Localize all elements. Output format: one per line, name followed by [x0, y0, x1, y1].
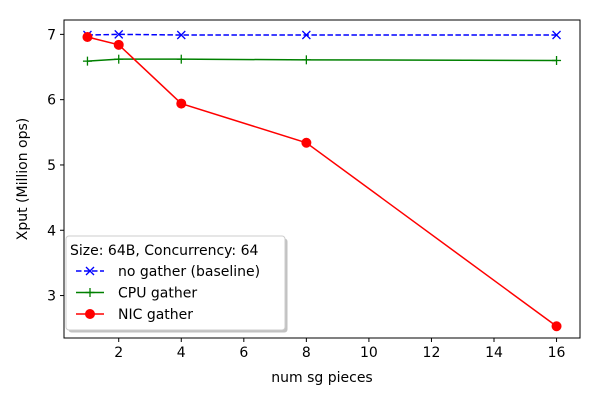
legend: Size: 64B, Concurrency: 64 no gather (bas…: [65, 235, 288, 333]
legend-marker: [85, 266, 95, 276]
data-point: [301, 55, 311, 65]
legend-label: NIC gather: [118, 307, 193, 323]
x-tick-label: 14: [485, 345, 503, 361]
x-tick-label: 2: [114, 345, 123, 361]
series-line: [87, 33, 557, 36]
x-tick-label: 10: [360, 345, 378, 361]
y-tick-label: 4: [47, 223, 56, 239]
x-tick-label: 8: [302, 345, 311, 361]
x-tick-label: 4: [177, 345, 186, 361]
x-tick-label: 16: [548, 345, 566, 361]
series-layer: [82, 29, 562, 332]
x-tick-label: 12: [423, 345, 441, 361]
legend-title: Size: 64B, Concurrency: 64: [70, 243, 258, 259]
x-axis-ticks: 2 4 6 8 10 12 14 16: [114, 338, 566, 361]
y-axis-ticks: 3 4 5 6 7: [47, 27, 64, 305]
y-tick-label: 7: [47, 27, 56, 43]
data-point: [114, 29, 124, 39]
y-tick-label: 5: [47, 158, 56, 174]
data-point: [176, 98, 187, 109]
series-nic: [82, 31, 562, 332]
series-cpu: [82, 54, 562, 66]
legend-entry: CPU gather: [76, 286, 197, 302]
x-axis-label: num sg pieces: [271, 370, 372, 386]
data-point: [301, 30, 311, 40]
legend-frame: [65, 235, 286, 331]
data-point: [176, 54, 186, 64]
y-axis-label: Xput (Million ops): [15, 118, 31, 241]
legend-label: CPU gather: [118, 286, 197, 302]
legend-marker: [85, 309, 95, 319]
data-point: [176, 30, 186, 40]
data-point: [114, 54, 124, 64]
legend-entry: no gather (baseline): [76, 264, 260, 280]
legend-entry: NIC gather: [76, 307, 193, 323]
data-point: [113, 39, 124, 50]
y-tick-label: 3: [47, 289, 56, 305]
y-tick-label: 6: [47, 93, 56, 109]
data-point: [552, 55, 562, 65]
x-tick-label: 6: [239, 345, 248, 361]
data-point: [82, 56, 92, 66]
data-point: [551, 321, 562, 332]
legend-marker: [85, 288, 95, 297]
legend-label: no gather (baseline): [118, 264, 260, 280]
data-point: [82, 31, 93, 42]
data-point: [552, 30, 562, 40]
data-point: [301, 137, 312, 148]
